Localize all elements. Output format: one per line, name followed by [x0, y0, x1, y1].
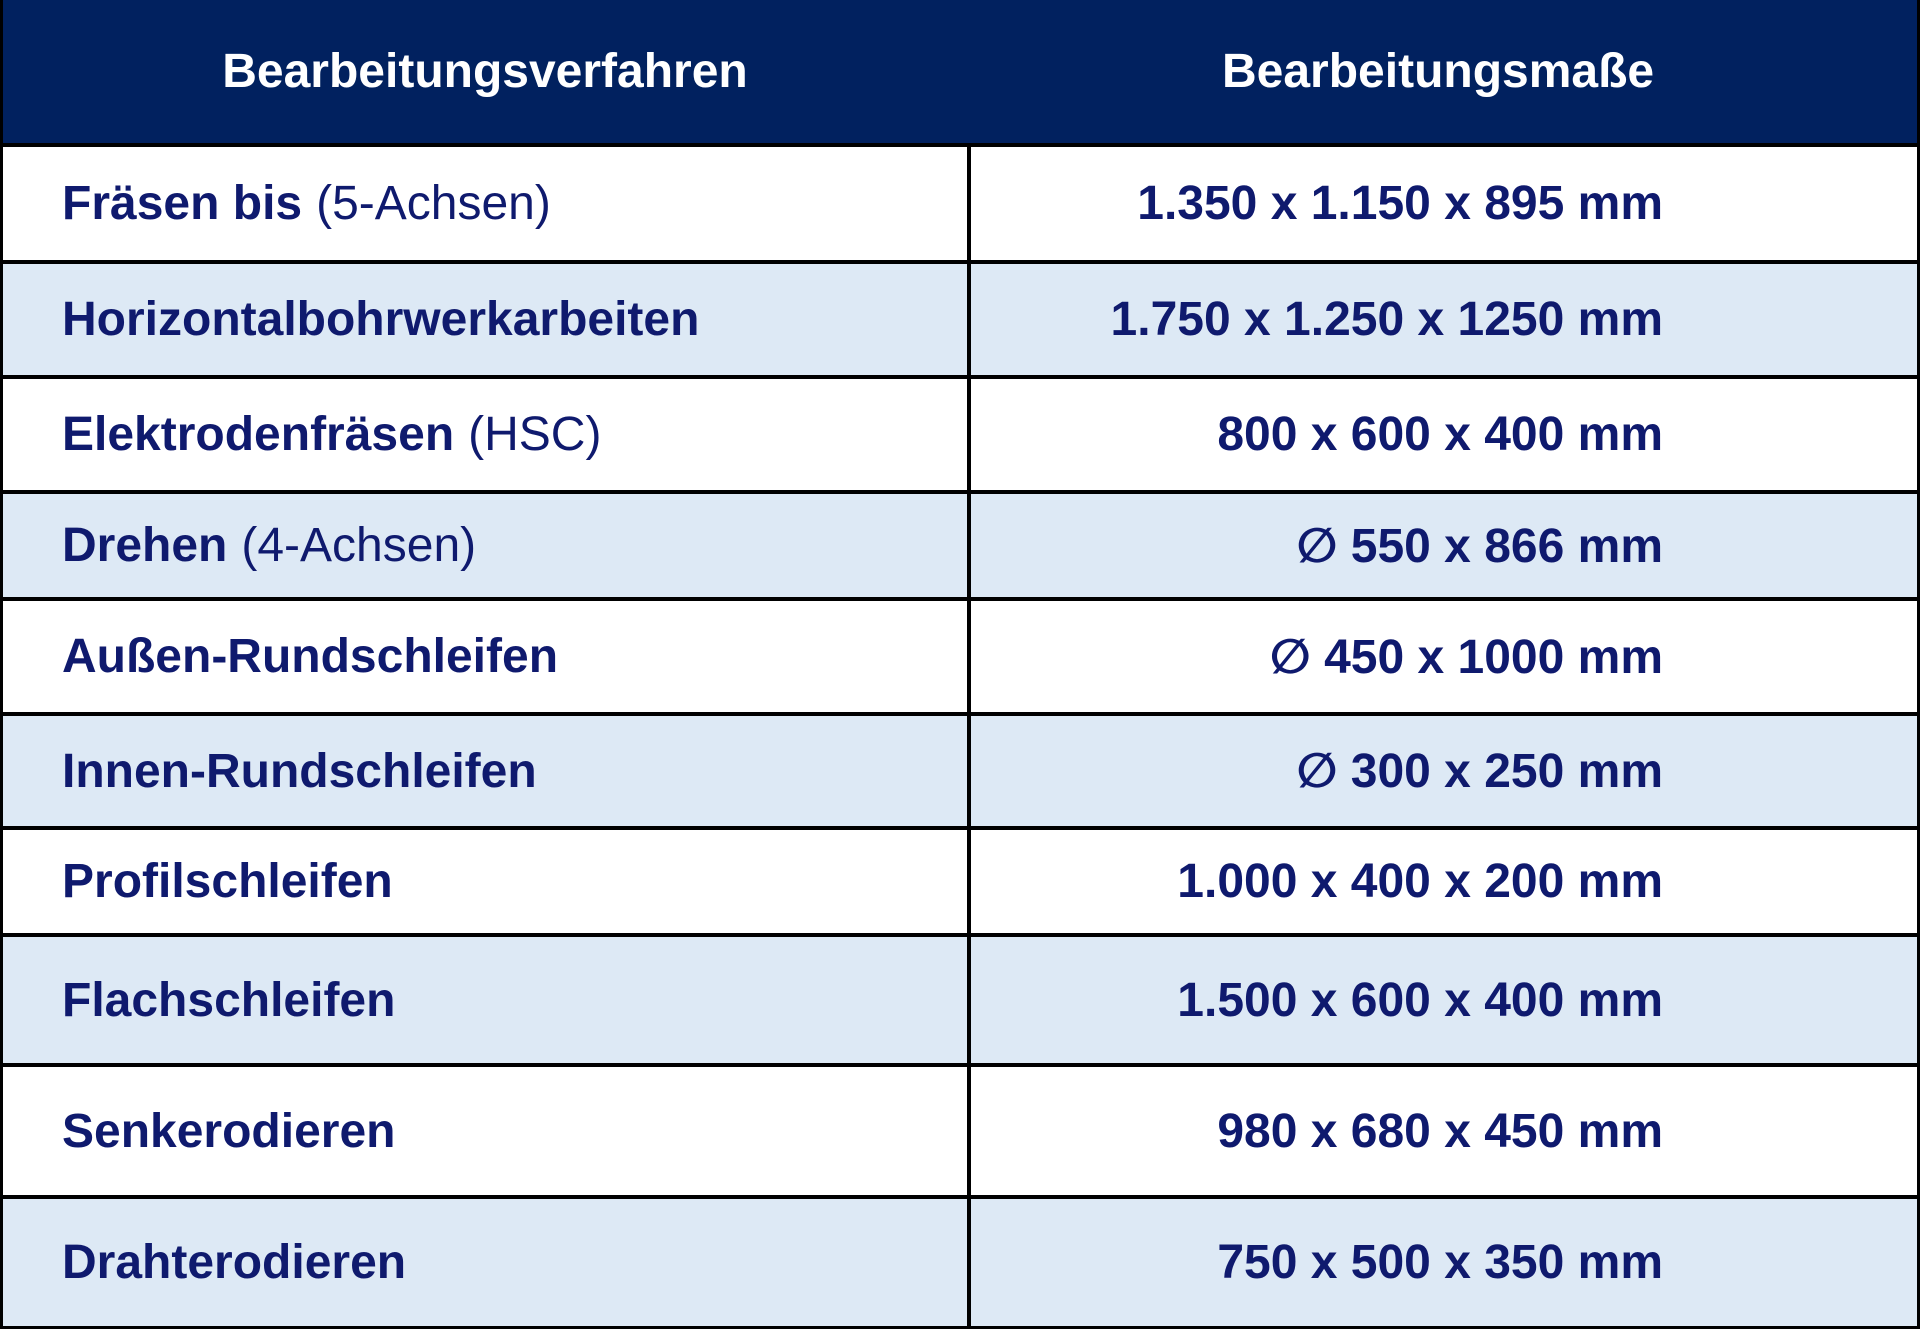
process-name: Drahterodieren — [62, 1236, 407, 1289]
header-process: Bearbeitungsverfahren — [222, 45, 748, 98]
process-dimensions: ∅ 450 x 1000 mm — [1269, 630, 1663, 684]
table-row: Drehen (4-Achsen) ∅ 550 x 866 mm — [0, 494, 1920, 601]
process-dimensions: ∅ 550 x 866 mm — [1296, 519, 1663, 573]
column-divider — [967, 147, 971, 1329]
table-header: Bearbeitungsverfahren Bearbeitungsmaße — [0, 0, 1920, 147]
table-border-right — [1917, 0, 1920, 1329]
process-name: Außen-Rundschleifen — [62, 630, 559, 683]
process-name: Fräsen bis (5-Achsen) — [62, 177, 551, 230]
table-row: Profilschleifen 1.000 x 400 x 200 mm — [0, 830, 1920, 937]
header-dimensions: Bearbeitungsmaße — [1222, 45, 1655, 98]
process-name: Drehen (4-Achsen) — [62, 519, 477, 572]
table-row: Außen-Rundschleifen ∅ 450 x 1000 mm — [0, 601, 1920, 716]
process-dimensions: 1.500 x 600 x 400 mm — [1177, 973, 1663, 1027]
table-border-left — [0, 0, 3, 1329]
process-dimensions: 1.000 x 400 x 200 mm — [1177, 855, 1663, 908]
process-name: Senkerodieren — [62, 1104, 396, 1158]
process-dimensions: 1.750 x 1.250 x 1250 mm — [1110, 293, 1663, 346]
process-name: Horizontalbohrwerkarbeiten — [62, 293, 700, 346]
process-dimensions: ∅ 300 x 250 mm — [1296, 745, 1663, 798]
process-name: Profilschleifen — [62, 855, 393, 908]
process-dimensions: 750 x 500 x 350 mm — [1217, 1236, 1663, 1289]
process-dimensions: 980 x 680 x 450 mm — [1217, 1104, 1663, 1158]
process-name: Flachschleifen — [62, 973, 396, 1027]
table-row: Flachschleifen 1.500 x 600 x 400 mm — [0, 937, 1920, 1067]
table-row: Elektrodenfräsen (HSC) 800 x 600 x 400 mm — [0, 379, 1920, 494]
process-name: Innen-Rundschleifen — [62, 744, 537, 798]
process-name: Elektrodenfräsen (HSC) — [62, 408, 602, 461]
table-row: Senkerodieren 980 x 680 x 450 mm — [0, 1067, 1920, 1199]
table-row: Innen-Rundschleifen ∅ 300 x 250 mm — [0, 716, 1920, 830]
process-dimensions: 1.350 x 1.150 x 895 mm — [1137, 177, 1663, 230]
process-dimensions: 800 x 600 x 400 mm — [1217, 408, 1663, 461]
table-row: Drahterodieren 750 x 500 x 350 mm — [0, 1199, 1920, 1329]
table-row: Horizontalbohrwerkarbeiten 1.750 x 1.250… — [0, 264, 1920, 379]
table-row: Fräsen bis (5-Achsen) 1.350 x 1.150 x 895… — [0, 147, 1920, 264]
